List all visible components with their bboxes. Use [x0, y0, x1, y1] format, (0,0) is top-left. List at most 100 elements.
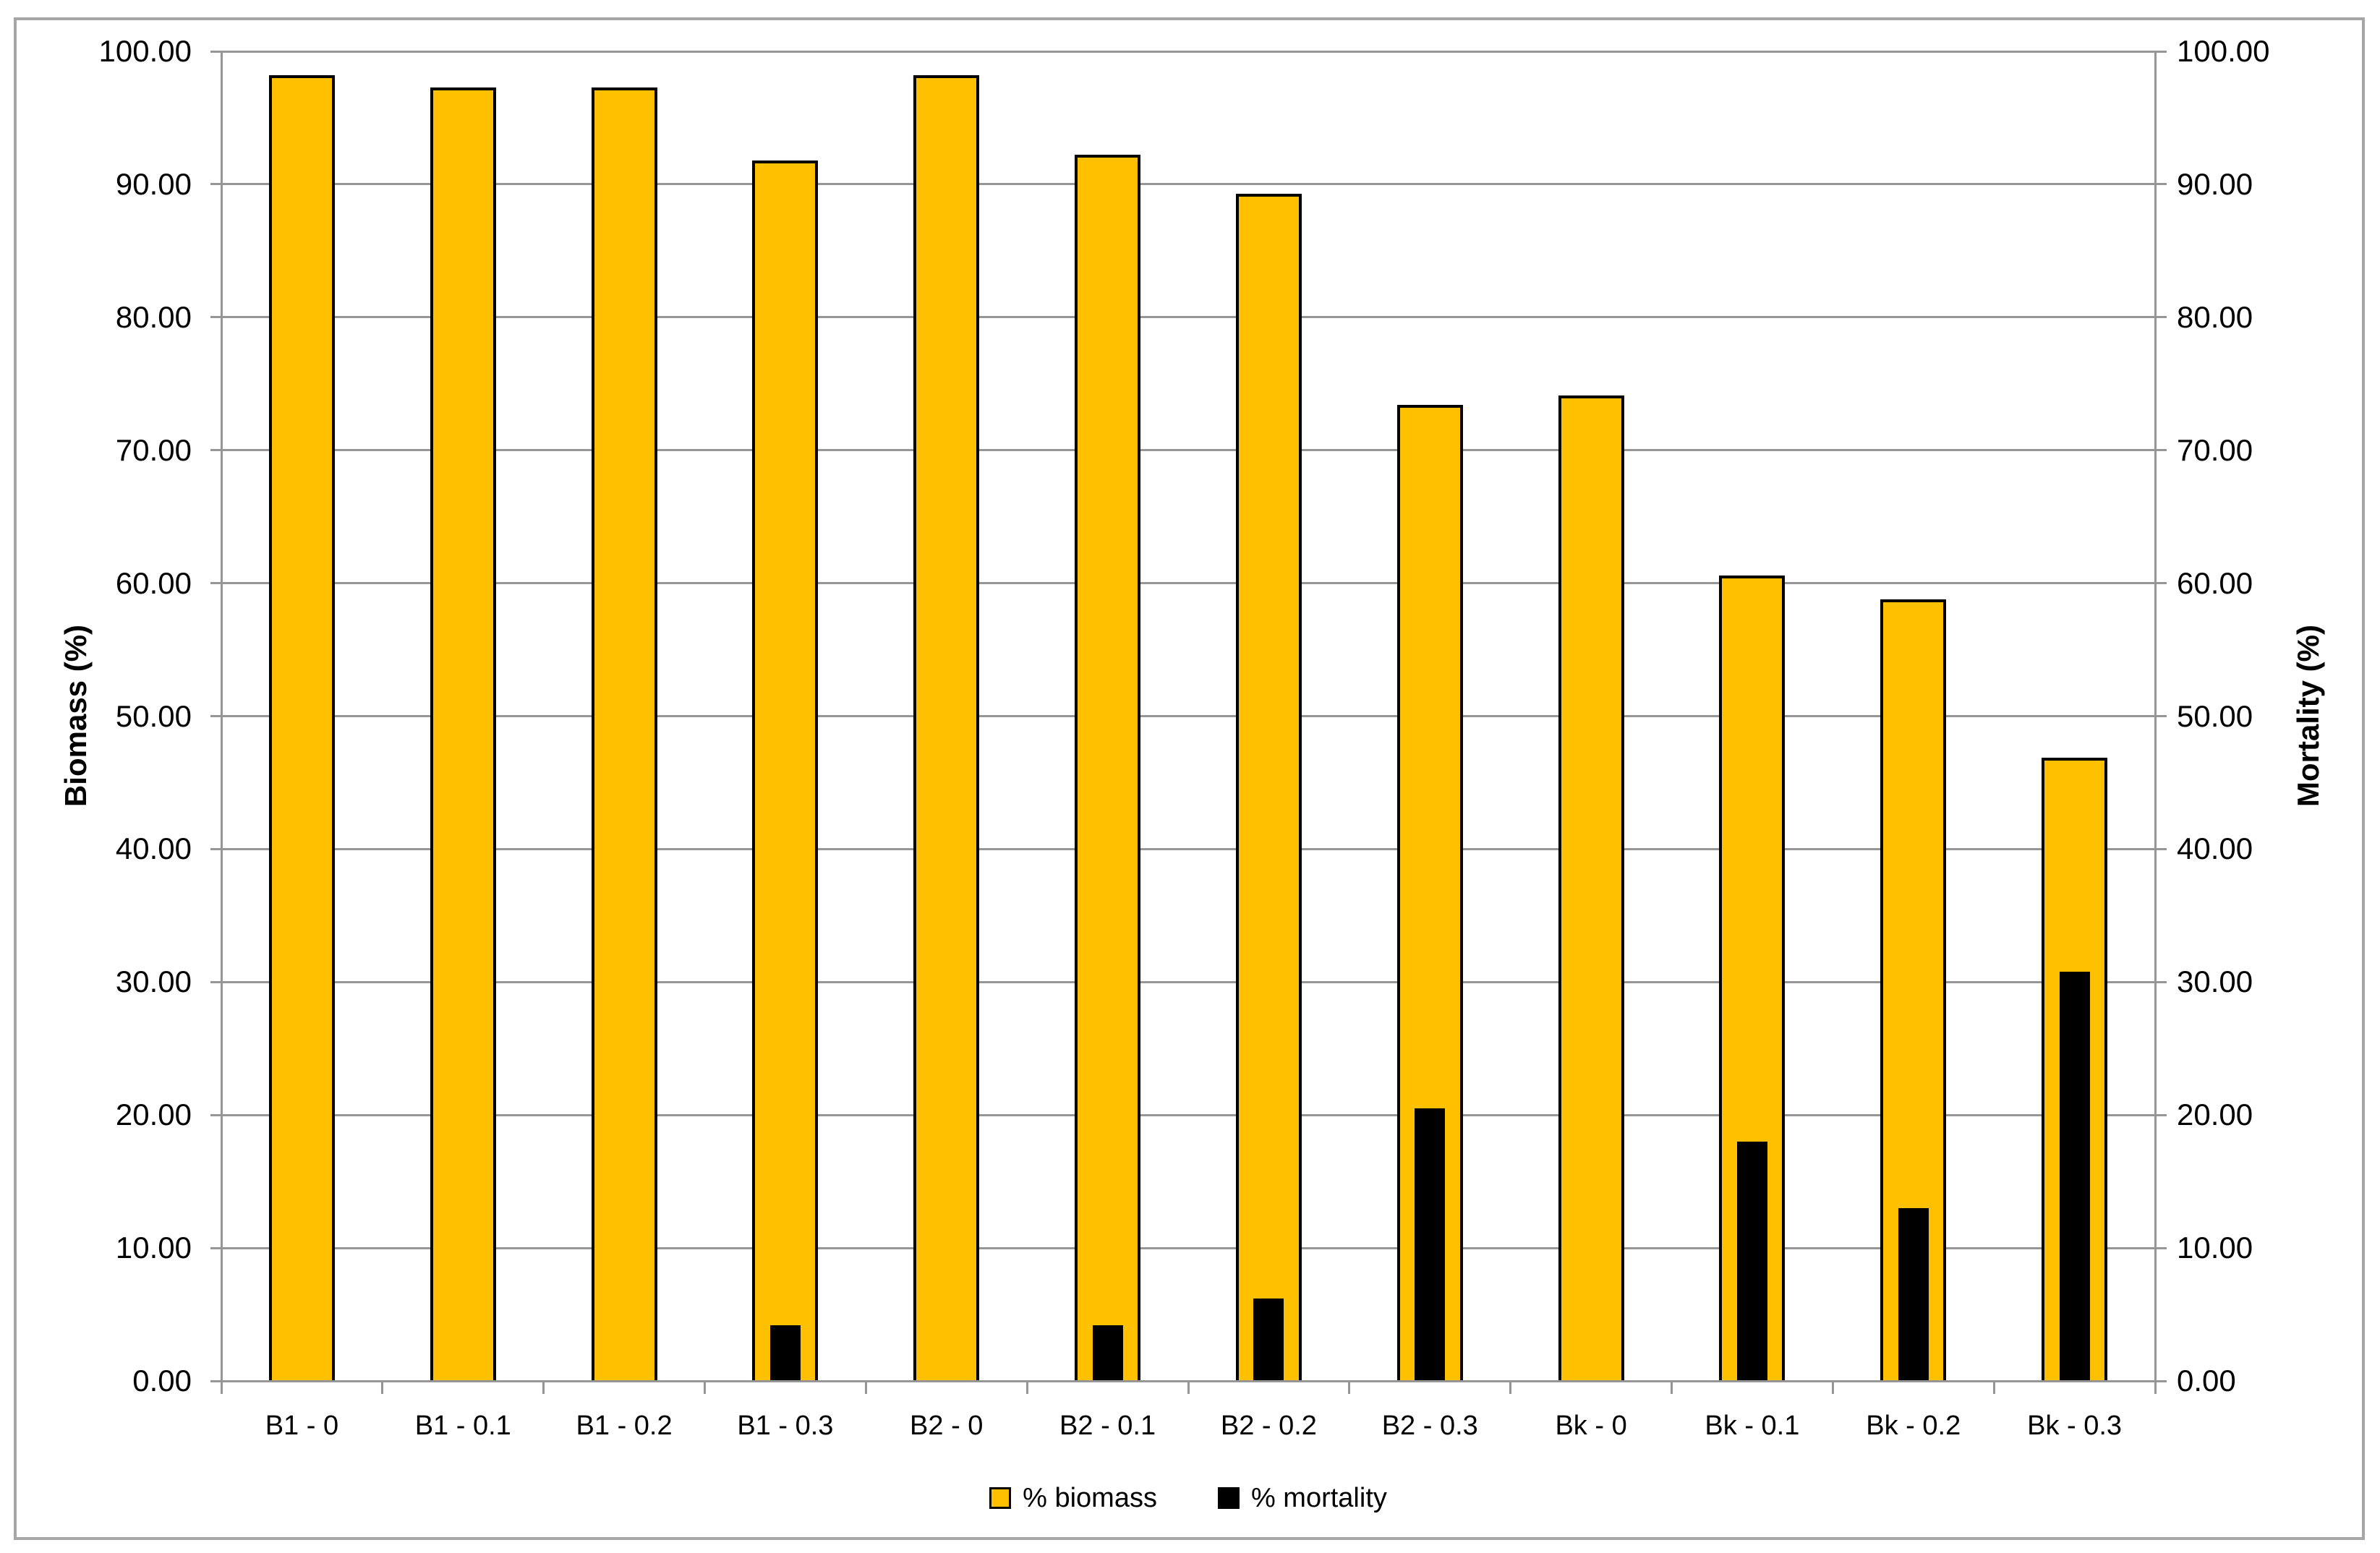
- left-tick-mark: [210, 980, 221, 983]
- y-axis-left-tick-label: 10.00: [115, 1231, 192, 1265]
- y-axis-right-tick-label: 90.00: [2177, 166, 2253, 201]
- biomass-bar: [591, 87, 657, 1381]
- right-tick-mark: [2155, 715, 2167, 717]
- x-tick-mark: [1187, 1381, 1190, 1394]
- mortality-bar: [1898, 1207, 1929, 1381]
- right-tick-mark: [2155, 1246, 2167, 1249]
- mortality-bar: [769, 1325, 801, 1381]
- gridline: [221, 50, 2155, 53]
- x-axis-category-label: B2 - 0: [910, 1411, 984, 1441]
- y-axis-right-tick-label: 40.00: [2177, 831, 2253, 866]
- left-tick-mark: [210, 1113, 221, 1116]
- x-tick-mark: [542, 1381, 545, 1394]
- x-axis-category-label: B2 - 0.3: [1381, 1411, 1478, 1441]
- biomass-bar: [1235, 193, 1302, 1381]
- left-tick-mark: [210, 715, 221, 717]
- left-tick-mark: [210, 847, 221, 850]
- gridline: [221, 1113, 2155, 1116]
- mortality-bar: [1253, 1298, 1284, 1381]
- right-axis-title: Mortality (%): [2291, 625, 2325, 807]
- x-axis-category-label: Bk - 0.3: [2027, 1411, 2123, 1441]
- y-axis-right-tick-label: 50.00: [2177, 698, 2253, 733]
- x-axis-category-label: B2 - 0.1: [1059, 1411, 1156, 1441]
- biomass-swatch-icon: [989, 1487, 1012, 1509]
- left-tick-mark: [210, 1379, 221, 1382]
- mortality-swatch-icon: [1217, 1487, 1240, 1509]
- x-tick-mark: [1348, 1381, 1351, 1394]
- biomass-bar: [752, 160, 819, 1381]
- biomass-bar: [1558, 395, 1624, 1381]
- y-axis-left-tick-label: 60.00: [115, 565, 192, 600]
- right-tick-mark: [2155, 183, 2167, 186]
- left-tick-mark: [210, 183, 221, 186]
- y-axis-left-tick-label: 90.00: [115, 166, 192, 201]
- x-tick-mark: [864, 1381, 867, 1394]
- right-tick-mark: [2155, 847, 2167, 850]
- gridline: [221, 582, 2155, 585]
- left-tick-mark: [210, 1246, 221, 1249]
- x-tick-mark: [220, 1381, 223, 1394]
- x-tick-mark: [381, 1381, 384, 1394]
- legend-item-biomass: % biomass: [989, 1482, 1157, 1514]
- left-tick-mark: [210, 582, 221, 585]
- x-tick-mark: [1025, 1381, 1028, 1394]
- x-axis-category-label: Bk - 0: [1555, 1411, 1627, 1441]
- mortality-bar: [1092, 1325, 1123, 1381]
- y-axis-left-tick-label: 80.00: [115, 299, 192, 334]
- biomass-bar: [1075, 155, 1141, 1381]
- mortality-bar: [1415, 1108, 1446, 1381]
- y-axis-left-tick-label: 70.00: [115, 432, 192, 467]
- left-tick-mark: [210, 316, 221, 319]
- left-tick-mark: [210, 449, 221, 452]
- biomass-bar: [913, 75, 980, 1381]
- y-axis-left-tick-label: 100.00: [98, 34, 192, 68]
- x-axis-category-label: B1 - 0.3: [737, 1411, 834, 1441]
- mortality-bar: [2059, 971, 2090, 1381]
- y-axis-left-tick-label: 20.00: [115, 1098, 192, 1132]
- x-axis-category-label: B1 - 0.2: [576, 1411, 673, 1441]
- x-axis-category-label: Bk - 0.1: [1705, 1411, 1800, 1441]
- y-axis-right-tick-label: 70.00: [2177, 432, 2253, 467]
- y-axis-right-tick-label: 0.00: [2177, 1364, 2236, 1398]
- gridline: [221, 316, 2155, 319]
- y-axis-left-tick-label: 40.00: [115, 831, 192, 866]
- x-tick-mark: [2154, 1381, 2157, 1394]
- gridline: [221, 980, 2155, 983]
- x-tick-mark: [1671, 1381, 1673, 1394]
- y-axis-right-tick-label: 100.00: [2177, 34, 2270, 68]
- right-tick-mark: [2155, 50, 2167, 53]
- left-tick-mark: [210, 50, 221, 53]
- y-axis-left-line: [220, 51, 223, 1382]
- right-tick-mark: [2155, 316, 2167, 319]
- gridline: [221, 847, 2155, 850]
- x-axis-category-label: B2 - 0.2: [1220, 1411, 1317, 1441]
- gridline: [221, 715, 2155, 717]
- x-tick-mark: [1831, 1381, 1834, 1394]
- y-axis-left-tick-label: 30.00: [115, 964, 192, 999]
- chart-frame: [14, 17, 2365, 1540]
- right-tick-mark: [2155, 582, 2167, 585]
- right-tick-mark: [2155, 449, 2167, 452]
- x-tick-mark: [704, 1381, 706, 1394]
- y-axis-left-tick-label: 0.00: [132, 1364, 192, 1398]
- y-axis-right-tick-label: 10.00: [2177, 1231, 2253, 1265]
- x-tick-mark: [1509, 1381, 1512, 1394]
- right-tick-mark: [2155, 1379, 2167, 1382]
- y-axis-right-tick-label: 80.00: [2177, 299, 2253, 334]
- y-axis-left-tick-label: 50.00: [115, 698, 192, 733]
- y-axis-right-tick-label: 20.00: [2177, 1098, 2253, 1132]
- biomass-bar: [1880, 599, 1947, 1381]
- legend-label-mortality: % mortality: [1250, 1483, 1387, 1513]
- gridline: [221, 183, 2155, 186]
- gridline: [221, 449, 2155, 452]
- mortality-bar: [1736, 1141, 1767, 1381]
- x-axis-category-label: Bk - 0.2: [1866, 1411, 1961, 1441]
- biomass-bar: [430, 87, 496, 1381]
- biomass-bar: [268, 75, 335, 1381]
- right-tick-mark: [2155, 980, 2167, 983]
- y-axis-right-tick-label: 30.00: [2177, 964, 2253, 999]
- x-axis-category-label: B1 - 0: [265, 1411, 339, 1441]
- x-axis-category-label: B1 - 0.1: [414, 1411, 511, 1441]
